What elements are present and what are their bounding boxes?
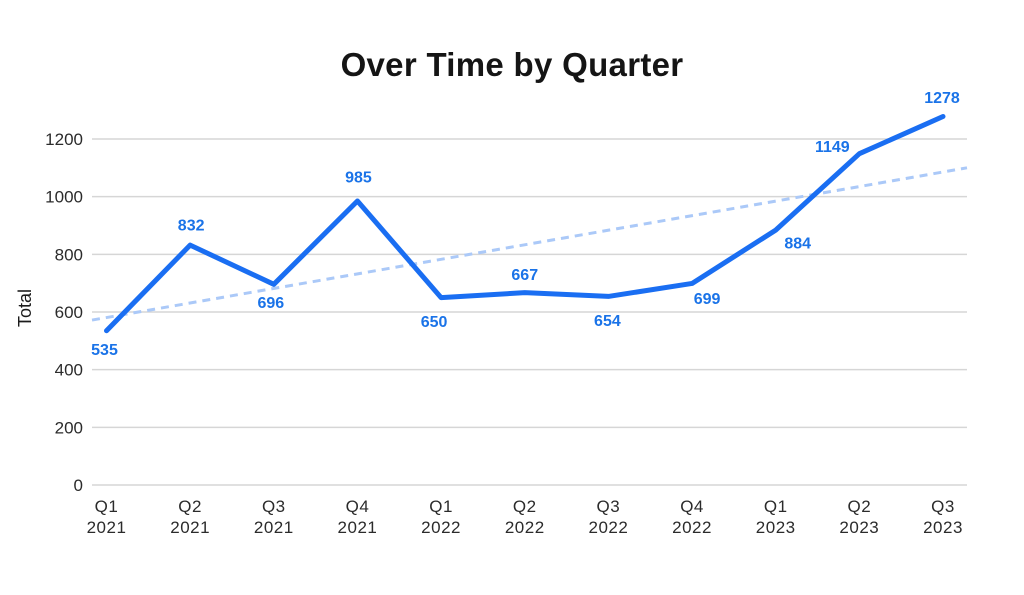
data-label: 654	[594, 313, 621, 330]
x-tick-year: 2022	[421, 518, 461, 537]
x-tick-quarter: Q2	[178, 497, 202, 516]
data-label: 832	[178, 218, 205, 235]
x-tick-year: 2023	[756, 518, 796, 537]
data-label: 699	[694, 291, 721, 308]
x-tick-year: 2022	[588, 518, 628, 537]
x-tick-year: 2023	[839, 518, 879, 537]
y-tick-label: 400	[55, 361, 83, 380]
x-tick-quarter: Q3	[931, 497, 955, 516]
x-tick-year: 2021	[87, 518, 127, 537]
y-tick-label: 0	[74, 476, 83, 495]
y-tick-label: 800	[55, 245, 83, 264]
data-label: 696	[257, 295, 284, 312]
x-tick-year: 2021	[170, 518, 210, 537]
x-tick-year: 2021	[338, 518, 378, 537]
chart-title: Over Time by Quarter	[340, 46, 684, 83]
y-tick-label: 600	[55, 303, 83, 322]
y-tick-label: 1200	[45, 130, 83, 149]
x-tick-quarter: Q4	[346, 497, 370, 516]
x-tick-quarter: Q1	[95, 497, 119, 516]
data-label: 650	[421, 314, 448, 331]
data-label: 985	[345, 169, 372, 186]
data-label: 1149	[815, 139, 850, 156]
data-label: 884	[784, 236, 811, 253]
trendline	[91, 166, 968, 322]
x-tick-year: 2023	[923, 518, 963, 537]
data-label: 535	[91, 342, 118, 359]
y-tick-label: 200	[55, 418, 83, 437]
x-tick-year: 2022	[505, 518, 545, 537]
data-label: 1278	[924, 90, 960, 107]
x-tick-quarter: Q2	[513, 497, 537, 516]
y-tick-label: 1000	[45, 188, 83, 207]
data-label: 667	[511, 267, 538, 284]
x-tick-year: 2021	[254, 518, 294, 537]
x-tick-quarter: Q3	[597, 497, 621, 516]
x-tick-quarter: Q4	[680, 497, 704, 516]
x-tick-quarter: Q3	[262, 497, 286, 516]
x-tick-quarter: Q2	[848, 497, 872, 516]
x-tick-quarter: Q1	[764, 497, 788, 516]
series-line	[104, 114, 946, 334]
x-tick-year: 2022	[672, 518, 712, 537]
x-tick-quarter: Q1	[429, 497, 453, 516]
